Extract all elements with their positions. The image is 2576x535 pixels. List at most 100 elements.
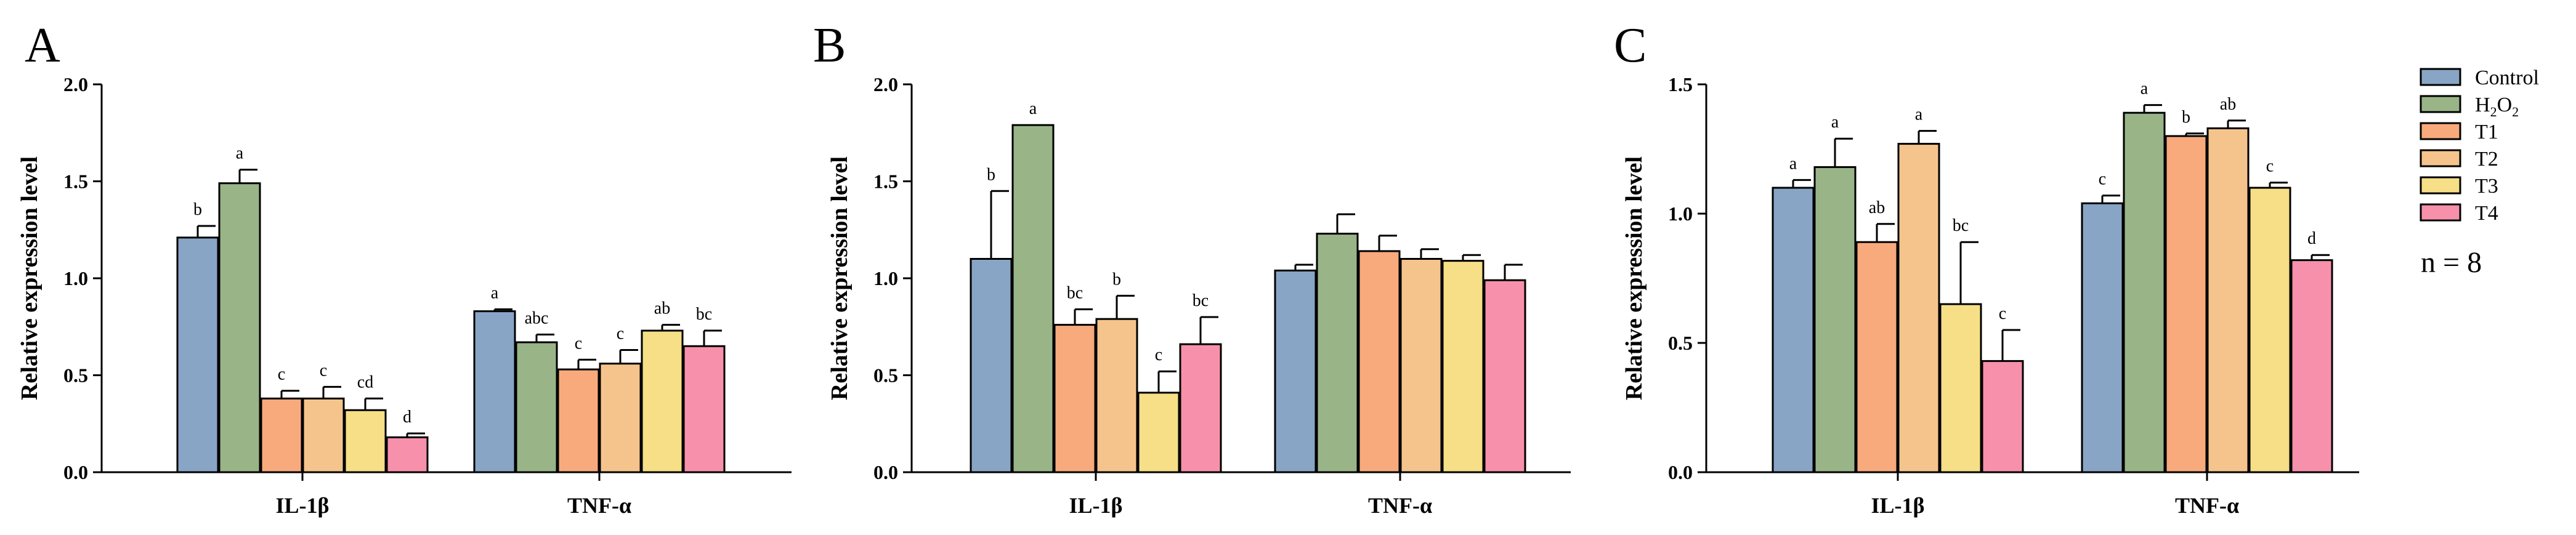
bar-C-1-0 [2081, 202, 2124, 473]
bar-B-1-2 [1358, 250, 1401, 473]
legend-swatch-5 [2420, 203, 2461, 222]
y-tick-label: 0.5 [873, 364, 898, 387]
bar-C-1-3 [2206, 127, 2250, 473]
panel-C: C Relative expression level 0.0 0.5 1.0 1.5 a a… [1614, 18, 2359, 518]
y-tick-label: 0.0 [873, 461, 898, 483]
significance-letter: cd [357, 372, 373, 392]
y-tick-label: 2.0 [63, 73, 88, 95]
significance-letter: d [403, 408, 411, 427]
significance-letter: ab [1869, 198, 1885, 217]
y-tick-label: 0.5 [63, 364, 88, 387]
significance-letter: c [278, 365, 285, 384]
significance-letter: bc [1067, 283, 1083, 302]
bar-A-0-1 [218, 182, 261, 473]
bar-C-1-4 [2248, 187, 2291, 473]
x-category-label: TNF-α [2175, 493, 2239, 518]
bar-B-0-4 [1137, 392, 1180, 473]
legend-label-text: T2 [2475, 148, 2498, 171]
bar-C-1-1 [2123, 111, 2166, 473]
bar-B-0-2 [1053, 324, 1096, 473]
significance-letter: c [1999, 304, 2006, 323]
y-tick-label: 1.0 [873, 267, 898, 289]
significance-letter: a [2141, 79, 2149, 99]
significance-letter: a [1029, 99, 1037, 118]
significance-letter: a [1915, 105, 1923, 124]
bar-A-0-3 [302, 397, 345, 473]
bar-B-0-5 [1179, 343, 1222, 473]
y-tick-label: 0.0 [63, 461, 88, 483]
legend-label-text: Control [2475, 66, 2539, 89]
legend-label-text: T3 [2475, 175, 2498, 198]
legend-subscript: 2 [2490, 104, 2497, 119]
significance-letter: b [987, 165, 995, 184]
significance-letter: c [2099, 170, 2106, 189]
legend-label-3: T2 [2475, 148, 2498, 171]
legend-label-4: T3 [2475, 175, 2498, 198]
bar-C-0-1 [1813, 166, 1857, 473]
legend-subscript: 2 [2512, 104, 2519, 119]
bar-A-0-0 [176, 236, 219, 473]
panel-A: A Relative expression level 0.0 0.5 1.0 1.5 2.… [17, 18, 792, 518]
bar-A-1-3 [599, 363, 642, 473]
bar-A-0-2 [260, 397, 303, 473]
bar-B-1-0 [1274, 269, 1317, 473]
significance-letter: c [1155, 345, 1162, 364]
legend-label-0: Control [2475, 66, 2539, 89]
bar-C-1-5 [2290, 259, 2333, 473]
significance-letter: a [1789, 154, 1797, 173]
significance-letter: bc [696, 305, 712, 324]
bar-B-0-0 [970, 258, 1013, 473]
y-tick-label: 0.0 [1668, 461, 1693, 483]
bar-A-1-0 [473, 310, 516, 473]
significance-letter: a [491, 283, 499, 302]
bar-C-1-2 [2165, 135, 2208, 473]
y-tick-label: 1.5 [63, 171, 88, 193]
legend-swatch-4 [2420, 176, 2461, 195]
panel-label-B: B [813, 18, 846, 73]
bar-A-1-2 [557, 368, 600, 473]
significance-letter: ab [2220, 95, 2236, 114]
significance-letter: b [193, 200, 202, 219]
significance-letter: c [575, 334, 582, 353]
bar-B-1-5 [1483, 279, 1526, 473]
bar-B-1-1 [1316, 233, 1359, 473]
y-tick-label: 1.0 [1668, 203, 1693, 225]
legend-label-text: T4 [2475, 202, 2498, 225]
significance-letter: bc [1953, 216, 1969, 235]
bar-A-1-4 [641, 329, 684, 473]
bar-C-0-0 [1772, 187, 1815, 473]
legend-swatch-3 [2420, 149, 2461, 167]
legend-label-text: T1 [2475, 121, 2498, 143]
y-axis-label: Relative expression level [1621, 156, 1647, 400]
bar-C-0-5 [1981, 360, 2024, 473]
significance-letter: a [1831, 113, 1839, 132]
y-tick-label: 0.5 [1668, 332, 1693, 354]
bar-A-1-1 [515, 341, 558, 473]
legend-label-5: T4 [2475, 202, 2498, 225]
legend-label-text: O [2497, 94, 2513, 116]
legend-label-text: H [2475, 94, 2490, 116]
significance-letter: c [320, 361, 327, 380]
x-category-label: IL-1β [276, 493, 330, 518]
bar-C-0-4 [1939, 303, 1982, 473]
bar-A-0-4 [344, 409, 387, 473]
y-axis-label: Relative expression level [17, 156, 43, 400]
legend-label-1: H2O2 [2475, 94, 2519, 119]
significance-letter: a [236, 144, 244, 163]
y-axis-label: Relative expression level [827, 156, 853, 400]
bar-A-1-5 [682, 345, 726, 473]
x-category-label: TNF-α [567, 493, 631, 518]
panel-B: B Relative expression level 0.0 0.5 1.0 1.5 2.… [813, 18, 1571, 518]
significance-letter: ab [654, 299, 670, 318]
significance-letter: b [1112, 270, 1121, 289]
legend-swatch-0 [2420, 68, 2461, 86]
x-category-label: IL-1β [1069, 493, 1123, 518]
y-tick-label: 1.5 [873, 171, 898, 193]
legend-label-2: T1 [2475, 121, 2498, 143]
significance-letter: bc [1193, 291, 1209, 310]
significance-letter: abc [525, 308, 549, 328]
panel-label-C: C [1614, 18, 1646, 73]
